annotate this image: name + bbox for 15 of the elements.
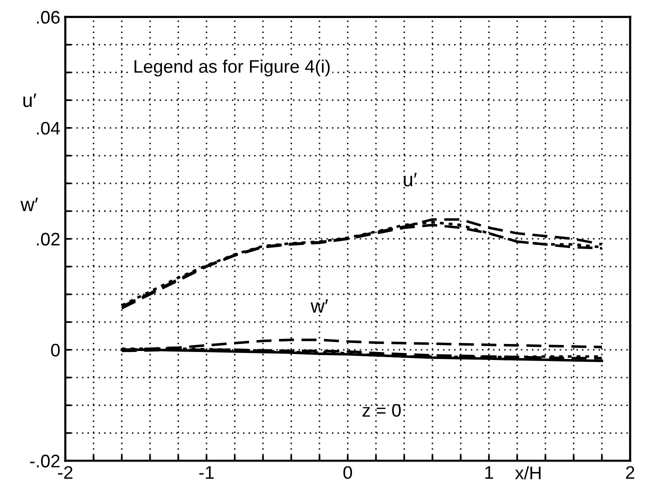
x-tick-label: 2: [626, 466, 634, 479]
y-tick-label: -.02: [30, 454, 60, 468]
x-tick-label: -2: [58, 466, 72, 479]
annotation: Legend as for Figure 4(i): [134, 60, 330, 76]
x-tick-label: 1: [485, 466, 494, 479]
annotation: z = 0: [362, 404, 401, 417]
text: u′ w′: [20, 94, 38, 212]
y-tick-label: .02: [36, 232, 60, 246]
y-tick-label: 0: [51, 344, 60, 357]
x-tick-label: 0: [343, 466, 352, 479]
annotation: w′: [310, 299, 328, 313]
y-tick-label: .04: [36, 122, 60, 135]
x-axis-title: x/H: [515, 466, 541, 480]
y-tick-label: .06: [36, 10, 60, 24]
x-tick-label: -1: [199, 466, 214, 479]
